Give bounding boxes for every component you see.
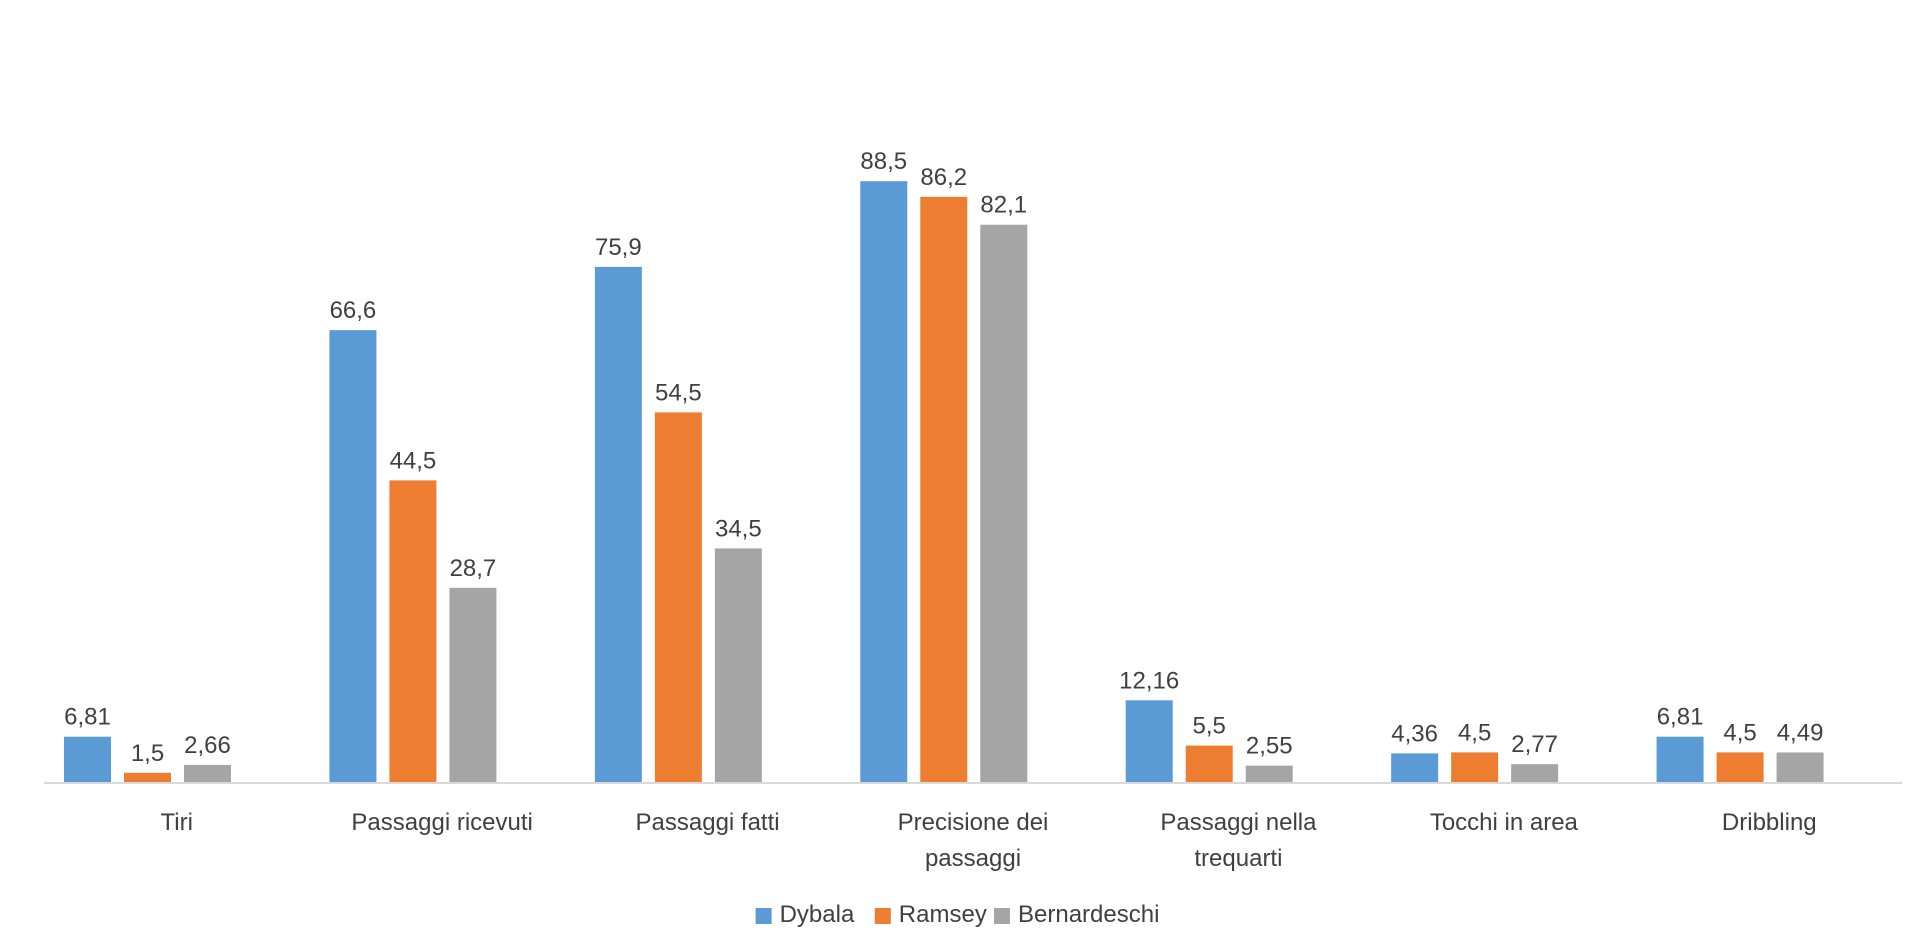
bar-bernardeschi-tiri (184, 764, 231, 783)
legend-item-bernardeschi: Bernardeschi (994, 901, 1159, 928)
data-labels-layer: 6,81 1,5 2,66 66,6 44,5 28,7 75,9 54,5 34,5 88,5 8… (64, 148, 1823, 767)
bar-bernardeschi-dribbling (1776, 752, 1824, 783)
bar-dybala-passaggi-fatti (594, 266, 642, 783)
category-label-tocchi-in-area: Tocchi in area (1430, 809, 1579, 836)
legend-label-dybala: Dybala (780, 901, 855, 928)
data-label-bernardeschi-passaggi-fatti: 34,5 (715, 515, 762, 542)
category-label-dribbling: Dribbling (1722, 809, 1817, 836)
data-label-ramsey-tocchi-in-area: 4,5 (1458, 719, 1491, 746)
data-label-bernardeschi-passaggi-nella-trequarti: 2,55 (1246, 733, 1293, 760)
data-label-bernardeschi-tiri: 2,66 (184, 732, 231, 759)
data-label-bernardeschi-precisione-dei-passaggi: 82,1 (980, 192, 1027, 219)
data-label-ramsey-passaggi-nella-trequarti: 5,5 (1193, 713, 1226, 740)
bar-bernardeschi-passaggi-nella-trequarti (1245, 765, 1293, 783)
category-labels-layer: Tiri Passaggi ricevuti Passaggi fatti Preci… (160, 809, 1816, 872)
data-label-dybala-passaggi-nella-trequarti: 12,16 (1119, 667, 1179, 694)
bar-bernardeschi-passaggi-ricevuti (449, 587, 497, 783)
data-label-dybala-tocchi-in-area: 4,36 (1391, 720, 1438, 747)
bar-dybala-tocchi-in-area (1391, 753, 1439, 783)
bar-bernardeschi-precisione-dei-passaggi (980, 224, 1028, 784)
bar-ramsey-passaggi-nella-trequarti (1185, 745, 1233, 783)
legend-label-ramsey: Ramsey (899, 901, 987, 928)
category-label-tiri: Tiri (160, 809, 192, 836)
data-label-bernardeschi-dribbling: 4,49 (1777, 719, 1824, 746)
category-label-passaggi-nella-trequarti: Passaggi nella trequarti (1160, 809, 1317, 872)
data-label-dybala-dribbling: 6,81 (1657, 704, 1704, 731)
legend-item-ramsey: Ramsey (874, 901, 987, 928)
data-label-dybala-precisione-dei-passaggi: 88,5 (860, 148, 907, 175)
legend: Dybala Ramsey Bernardeschi (755, 901, 1159, 928)
bar-bernardeschi-passaggi-fatti (714, 548, 762, 783)
bar-dybala-tiri (64, 736, 111, 783)
data-label-bernardeschi-tocchi-in-area: 2,77 (1511, 731, 1558, 758)
data-label-ramsey-dribbling: 4,5 (1723, 719, 1756, 746)
bar-dybala-passaggi-nella-trequarti (1125, 700, 1173, 783)
bar-bernardeschi-tocchi-in-area (1511, 764, 1559, 783)
bar-ramsey-passaggi-fatti (654, 412, 702, 783)
legend-item-dybala: Dybala (755, 901, 855, 928)
legend-label-bernardeschi: Bernardeschi (1018, 901, 1159, 928)
category-label-passaggi-fatti: Passaggi fatti (636, 809, 780, 836)
data-label-ramsey-passaggi-ricevuti: 44,5 (390, 447, 437, 474)
category-label-precisione-dei-passaggi: Precisione dei passaggi (898, 809, 1049, 872)
bar-ramsey-precisione-dei-passaggi (920, 196, 968, 784)
legend-swatch-bernardeschi (994, 908, 1010, 924)
bar-ramsey-tiri (124, 772, 171, 783)
legend-swatch-dybala (755, 908, 772, 924)
data-label-dybala-passaggi-ricevuti: 66,6 (330, 297, 377, 324)
bar-ramsey-dribbling (1716, 752, 1764, 783)
bar-dybala-dribbling (1656, 736, 1704, 783)
data-label-dybala-passaggi-fatti: 75,9 (595, 234, 642, 261)
legend-swatch-ramsey (874, 908, 891, 924)
data-label-dybala-tiri: 6,81 (64, 704, 111, 731)
data-label-bernardeschi-passaggi-ricevuti: 28,7 (450, 555, 497, 582)
bar-ramsey-passaggi-ricevuti (389, 480, 437, 783)
data-label-ramsey-passaggi-fatti: 54,5 (655, 379, 702, 406)
bar-dybala-precisione-dei-passaggi (860, 181, 908, 783)
bar-dybala-passaggi-ricevuti (329, 330, 377, 783)
bars-layer (64, 181, 1824, 784)
category-label-passaggi-ricevuti: Passaggi ricevuti (351, 809, 532, 836)
data-label-ramsey-precisione-dei-passaggi: 86,2 (920, 164, 967, 191)
data-label-ramsey-tiri: 1,5 (131, 740, 164, 767)
bar-ramsey-tocchi-in-area (1451, 752, 1499, 783)
